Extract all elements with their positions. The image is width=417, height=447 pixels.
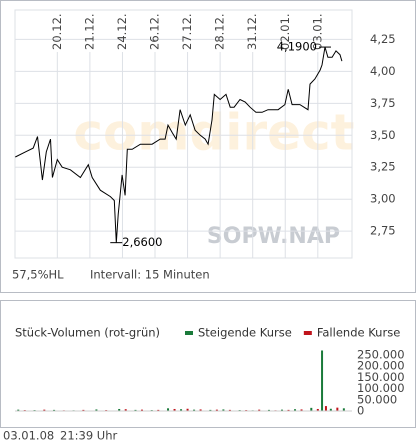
volume-bar — [167, 408, 170, 411]
x-tick-label: 03.01. — [310, 13, 324, 50]
volume-bar — [140, 409, 143, 411]
volume-bar — [342, 408, 345, 411]
x-tick-label: 21.12. — [82, 13, 96, 50]
price-line — [15, 46, 343, 243]
volume-bar — [336, 407, 339, 411]
y-tick-label: 3,00 — [370, 192, 396, 206]
legend-swatch — [185, 331, 193, 335]
volume-bar — [324, 406, 327, 411]
legend-swatch — [303, 331, 312, 335]
volume-bar — [95, 409, 98, 411]
volume-bar — [53, 409, 56, 411]
legend-label: Fallende Kurse — [317, 326, 400, 340]
x-tick-label: 20.12. — [50, 13, 64, 50]
y-tick-label: 200.000 — [357, 359, 405, 373]
price-panel — [0, 0, 416, 293]
y-tick-label: 4,00 — [370, 64, 396, 78]
y-tick-label: 150.000 — [357, 370, 405, 384]
volume-bar — [193, 409, 196, 411]
volume-bar — [43, 409, 46, 411]
volume-bar — [321, 350, 324, 411]
volume-bar — [310, 407, 313, 411]
x-tick-label: 26.12. — [148, 13, 162, 50]
y-tick-label: 2,75 — [370, 224, 396, 238]
y-tick-label: 3,25 — [370, 160, 396, 174]
volume-title: Stück-Volumen (rot-grün) — [15, 326, 160, 340]
volume-bar — [124, 409, 127, 411]
y-tick-label: 100.000 — [357, 381, 405, 395]
y-tick-label: 0 — [357, 404, 364, 418]
footer-time: 21:39 Uhr — [60, 429, 118, 443]
volume-bar — [287, 409, 290, 411]
x-tick-label: 02.01. — [278, 13, 292, 50]
volume-bar — [316, 408, 319, 411]
range-note: 57,5%HL — [12, 268, 64, 282]
volume-panel — [0, 300, 416, 428]
annotation: 4,1900 — [277, 40, 317, 54]
y-tick-label: 50.000 — [357, 392, 397, 406]
volume-bar — [199, 409, 202, 411]
volume-bar — [209, 409, 212, 411]
volume-bar — [294, 409, 297, 411]
interval: Intervall: 15 Minuten — [90, 268, 210, 282]
volume-bar — [258, 409, 261, 411]
footer-date: 03.01.08 — [3, 429, 54, 443]
volume-bar — [82, 409, 85, 411]
y-tick-label: 4,25 — [370, 32, 396, 46]
volume-bar — [222, 409, 225, 411]
volume-bar — [280, 409, 283, 411]
volume-bar — [267, 409, 270, 411]
volume-bar — [157, 409, 160, 411]
volume-bar — [329, 408, 332, 411]
x-tick-label: 31.12. — [245, 13, 259, 50]
volume-bar — [134, 409, 137, 411]
volume-bar — [215, 409, 218, 411]
x-tick-label: 27.12. — [180, 13, 194, 50]
plot-frame — [14, 9, 353, 259]
y-tick-label: 3,50 — [370, 128, 396, 142]
volume-bar — [118, 408, 121, 411]
legend-label: Steigende Kurse — [198, 326, 292, 340]
watermark: comdirect — [73, 104, 354, 162]
volume-bar — [186, 408, 189, 411]
volume-bar — [300, 409, 303, 411]
y-tick-label: 3,75 — [370, 96, 396, 110]
y-tick-label: 250.000 — [357, 347, 405, 361]
volume-bar — [17, 409, 20, 411]
x-tick-label: 24.12. — [115, 13, 129, 50]
symbol: SOPW.NAP — [207, 224, 340, 249]
x-tick-label: 28.12. — [213, 13, 227, 50]
volume-bar — [228, 409, 231, 411]
volume-bar — [173, 408, 176, 411]
annotation: 2,6600 — [122, 235, 162, 249]
volume-bar — [180, 409, 183, 411]
